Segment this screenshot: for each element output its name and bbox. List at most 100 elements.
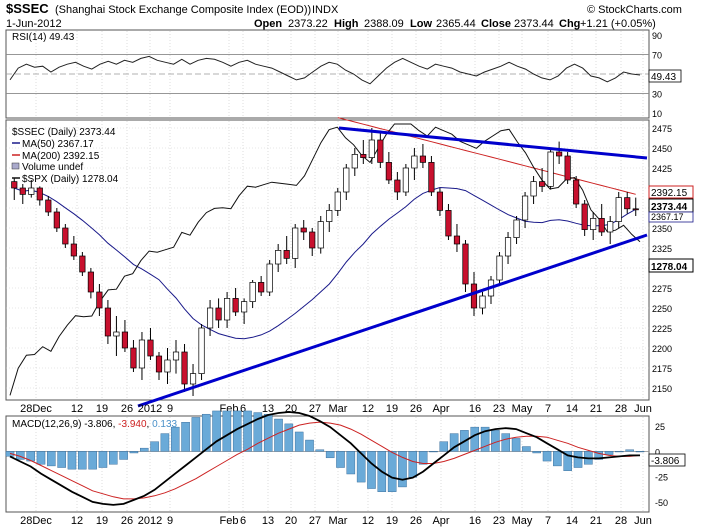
candle: [343, 164, 350, 200]
x-tick-label: 9: [167, 403, 173, 415]
candle: [539, 168, 546, 192]
candle: [96, 284, 103, 316]
macd-hist-bar: [181, 422, 190, 452]
candle: [232, 288, 239, 316]
candle: [113, 316, 120, 356]
candle: [28, 180, 35, 198]
upper-trendline: [338, 126, 648, 160]
rsi-panel: [5, 29, 650, 119]
x-tick-label: 20: [285, 515, 297, 527]
macd-hist-bar: [594, 451, 603, 460]
rsi-last-tag: [648, 69, 682, 83]
candle: [530, 176, 537, 204]
candle: [266, 260, 273, 296]
price-tick-label: 2475: [652, 124, 672, 134]
x-tick-label: 2012: [138, 403, 162, 415]
candle: [19, 184, 26, 204]
candle: [632, 197, 639, 216]
macd-hist-bar: [356, 451, 366, 483]
open-label: Open: [254, 18, 282, 30]
candle: [224, 292, 231, 328]
macd-hist-bar: [129, 451, 139, 454]
low-value: 2365.44: [436, 18, 476, 30]
close-label: Close: [481, 18, 511, 30]
macd-hist-bar: [532, 451, 541, 454]
rsi-legend: RSI(14) 49.43: [12, 32, 75, 43]
candle: [53, 208, 60, 232]
candle: [504, 232, 512, 264]
x-tick-label: 7: [545, 515, 551, 527]
candle: [87, 268, 94, 299]
candle: [198, 324, 205, 380]
candle: [411, 148, 418, 180]
macd-last-tag: [648, 453, 686, 467]
x-tick-label: Apr: [432, 515, 449, 527]
macd-hist-bar: [625, 449, 634, 452]
candle: [300, 220, 307, 240]
x-tick-label: 19: [386, 403, 398, 415]
chart-exchange: INDX: [312, 4, 339, 16]
x-tick-label: 26: [410, 515, 422, 527]
x-axis-bottom: 28Dec 12 19 26 2012 9 Feb 6 13 20 27 Mar 12 19 26 Apr 16…: [20, 515, 652, 527]
candle: [615, 192, 622, 228]
x-tick-label: 12: [362, 403, 374, 415]
x-tick-label: 7: [545, 403, 551, 415]
macd-hist-bar: [243, 410, 252, 452]
macd-tick-label: 0: [655, 447, 660, 457]
ma200-line: [337, 117, 636, 195]
candle: [62, 224, 69, 248]
close-value: 2373.44: [514, 18, 554, 30]
x-tick-label: 6: [240, 515, 246, 527]
candle: [573, 176, 580, 208]
candle: [394, 172, 401, 200]
rsi-last-value: 49.43: [651, 72, 676, 83]
candle: [155, 352, 163, 380]
x-tick-label: 14: [566, 515, 578, 527]
macd-hist-bar: [150, 441, 159, 452]
lower-trendline: [137, 233, 648, 408]
watermark: © StockCharts.com: [587, 4, 682, 16]
candle: [189, 364, 197, 396]
tag-ma200-box: [648, 185, 694, 199]
x-tick-label: 13: [262, 515, 274, 527]
candle: [215, 298, 222, 328]
macd-ticks: 25 0 -25 -50: [655, 422, 668, 508]
macd-line: [9, 411, 640, 506]
price-tick-label: 2175: [652, 364, 672, 374]
candle: [436, 188, 444, 216]
candle: [607, 216, 614, 244]
macd-hist-bar: [542, 451, 552, 462]
candle: [496, 252, 503, 284]
x-tick-label: May: [512, 403, 533, 415]
candle: [45, 196, 52, 216]
rsi-line: [9, 55, 641, 85]
x-tick-label: 27: [309, 515, 321, 527]
macd-hist-bar: [315, 449, 325, 452]
tag-ma50-box: [648, 211, 694, 223]
candle: [445, 204, 452, 240]
candle: [249, 280, 256, 308]
price-tick-label: 2225: [652, 324, 672, 334]
legend-spx: $SPX (Daily) 1278.04: [22, 174, 119, 185]
candle: [334, 188, 341, 216]
macd-hist-bar: [160, 433, 170, 452]
macd-hist-bar: [615, 451, 624, 453]
candle: [309, 228, 316, 256]
macd-hist-bar: [222, 410, 232, 452]
macd-hist-bar: [491, 430, 500, 452]
x-tick-label: 12: [71, 515, 83, 527]
candle: [556, 141, 563, 164]
candle: [283, 236, 290, 264]
x-tick-label: 23: [493, 403, 505, 415]
macd-hist-bar: [429, 451, 438, 453]
legend-ma50: MA(50) 2367.17: [22, 139, 94, 150]
rsi-tick-label: 30: [652, 90, 662, 100]
candle: [258, 276, 265, 296]
spx-line: [9, 123, 641, 396]
candle: [453, 224, 461, 252]
rsi-tick-label: 90: [652, 31, 662, 41]
macd-legend: MACD(12,26,9) -3.806, -3.940, 0.133: [12, 419, 178, 430]
macd-hist-bar: [563, 451, 572, 471]
macd-hist-bar: [305, 439, 314, 452]
macd-hist-bar: [553, 451, 562, 467]
